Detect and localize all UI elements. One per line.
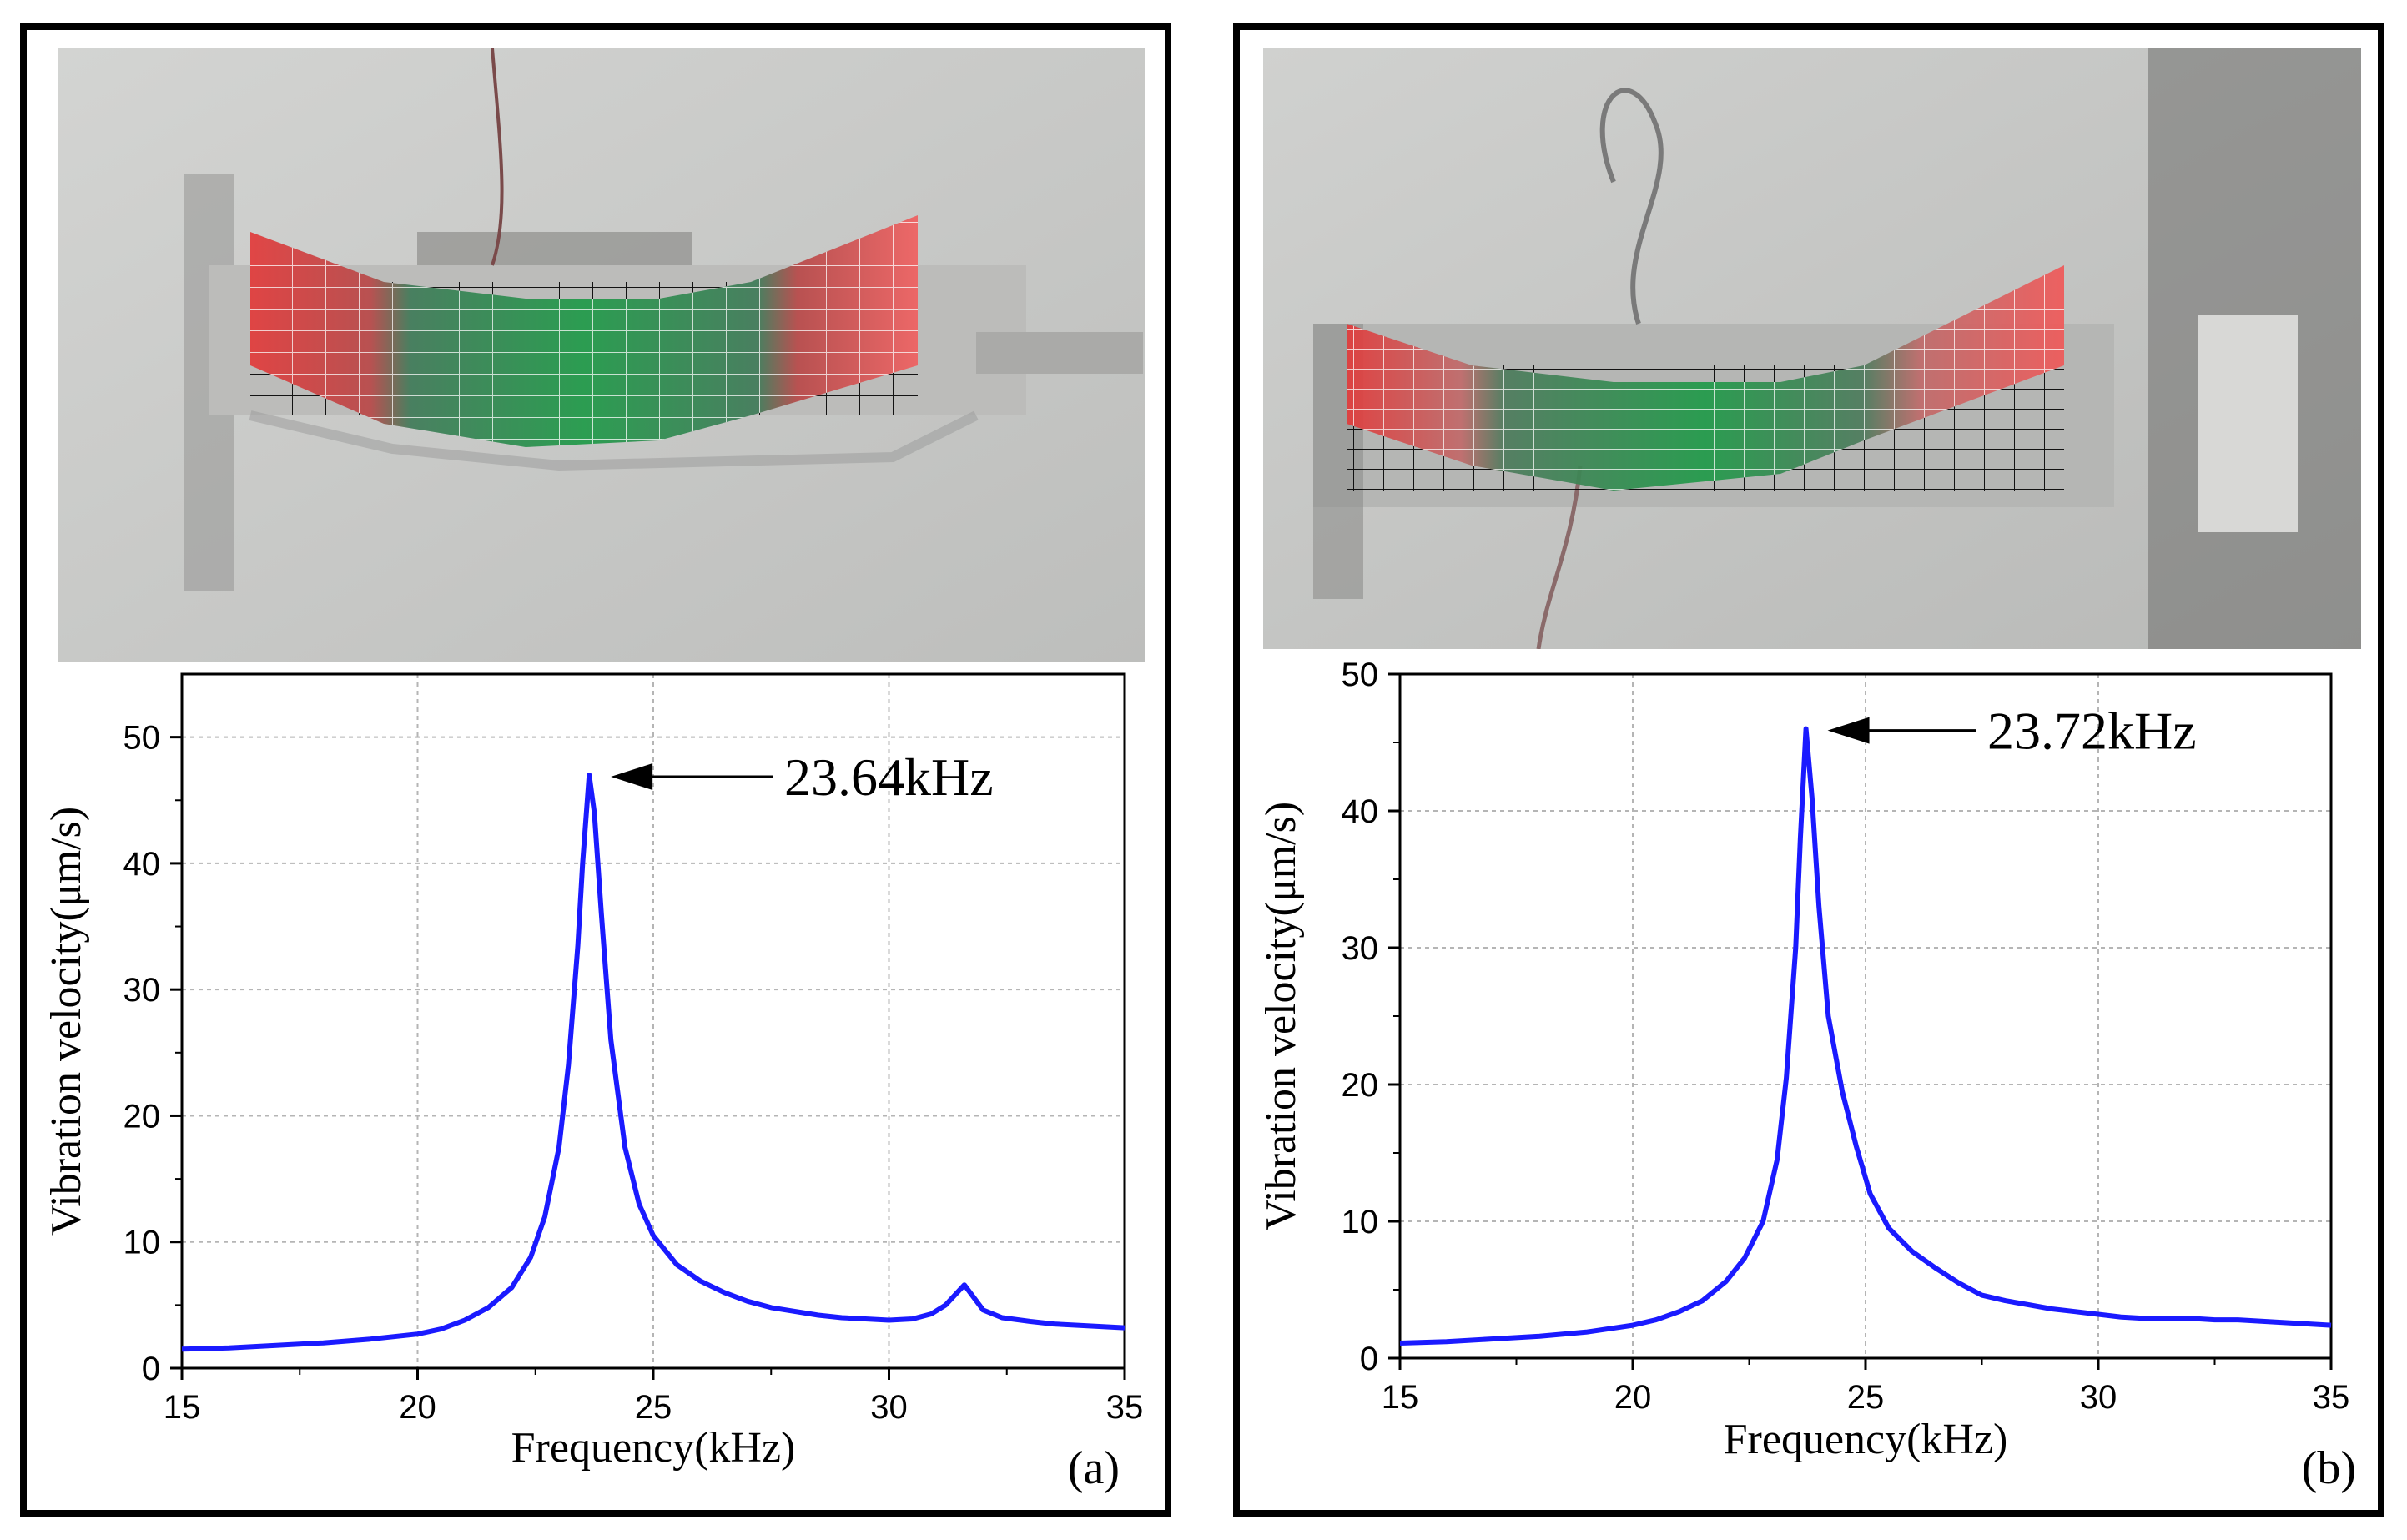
chart-a-annotation-arrowhead	[611, 763, 653, 791]
mode-shape-photo-a	[58, 48, 1145, 662]
chart-a-ytick-label-1: 10	[123, 1225, 161, 1261]
chart-b-ytick-label-4: 40	[1342, 793, 1379, 830]
chart-a-ylabel: Vibration velocity(μm/s)	[43, 807, 90, 1236]
chart-a-xtick-label-1: 20	[399, 1389, 436, 1426]
chart-b: 15 20 25 30 35 0 10 20 30 40 50 Frequency(kHz) Vibra…	[1201, 0, 2407, 1540]
chart-a-xtick-label-4: 35	[1106, 1389, 1144, 1426]
chart-a-annotation-label: 23.64kHz	[784, 747, 994, 807]
chart-a-ytick-label-5: 50	[123, 720, 161, 757]
chart-b-annotation-label: 23.72kHz	[1987, 702, 2197, 761]
chart-b-xtick-label-4: 35	[2313, 1379, 2350, 1416]
chart-a-ytick-label-2: 20	[123, 1098, 161, 1135]
chart-a-xtick-label-0: 15	[164, 1389, 201, 1426]
chart-b-ytick-label-0: 0	[1360, 1341, 1378, 1377]
chart-b-ytick-label-3: 30	[1342, 930, 1379, 967]
chart-a-xtick-label-2: 25	[635, 1389, 672, 1426]
chart-b-xtick-label-3: 30	[2080, 1379, 2117, 1416]
chart-a-panel-label: (a)	[1068, 1442, 1120, 1494]
chart-b-xlabel: Frequency(kHz)	[1724, 1416, 2008, 1463]
chart-b-annotation-arrowhead	[1827, 717, 1870, 744]
chart-b-ytick-label-2: 20	[1342, 1067, 1379, 1104]
chart-b-svg: 15 20 25 30 35 0 10 20 30 40 50 Frequency(kHz) Vibra…	[1257, 657, 2356, 1494]
chart-a-ytick-label-0: 0	[142, 1351, 160, 1387]
mode-shape-photo-b	[1263, 48, 2361, 649]
chart-b-panel-label: (b)	[2302, 1442, 2356, 1494]
chart-a-xlabel: Frequency(kHz)	[511, 1424, 796, 1472]
chart-b-ytick-label-5: 50	[1342, 657, 1379, 693]
chart-b-ylabel: Vibration velocity(μm/s)	[1257, 802, 1305, 1230]
chart-b-ytick-label-1: 10	[1342, 1204, 1379, 1241]
chart-a-ytick-label-4: 40	[123, 846, 161, 883]
chart-b-xtick-label-1: 20	[1614, 1379, 1652, 1416]
chart-a-xtick-label-3: 30	[870, 1389, 908, 1426]
chart-a-series-line-0	[181, 773, 1125, 1352]
chart-b-xtick-label-2: 25	[1847, 1379, 1885, 1416]
chart-a-ytick-label-3: 30	[123, 972, 161, 1009]
chart-a-svg: 15 20 25 30 35 0 10 20 30 40 50 Frequency(kHz) Vibra…	[43, 672, 1144, 1494]
chart-b-xtick-label-0: 15	[1382, 1379, 1419, 1416]
